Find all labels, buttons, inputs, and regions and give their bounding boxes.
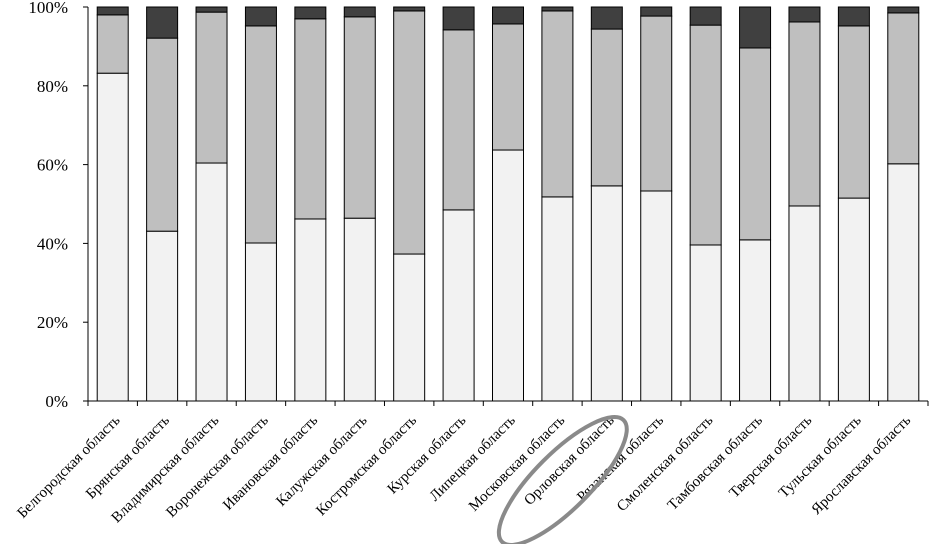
- y-axis: 0% 20% 40% 60% 80% 100%: [28, 0, 89, 411]
- bar-segment-series-1: [96, 72, 129, 402]
- bar-segment-series-1: [689, 244, 722, 402]
- bar-segment-series-1: [541, 196, 574, 402]
- bar-segment-series-1: [837, 197, 870, 402]
- x-category-label: Калужская область: [273, 412, 370, 509]
- bar-segment-series-2: [590, 28, 623, 187]
- bar-segment-series-2: [195, 11, 228, 164]
- y-tick-label: 80%: [37, 77, 68, 96]
- bar-segment-series-1: [146, 230, 179, 402]
- bar-segment-series-3: [96, 6, 129, 16]
- x-category-label: Тверская область: [727, 412, 816, 501]
- bar-segment-series-3: [590, 6, 623, 30]
- bar-segment-series-3: [195, 6, 228, 13]
- bar-segment-series-1: [887, 163, 920, 402]
- bar-segment-series-3: [492, 6, 524, 25]
- bar-segment-series-3: [146, 6, 179, 39]
- x-category-label: Смоленская область: [614, 412, 717, 515]
- bar-segment-series-3: [837, 6, 870, 27]
- bar-segment-series-1: [294, 218, 327, 402]
- y-tick-label: 100%: [28, 0, 68, 17]
- bar-segment-series-2: [146, 37, 179, 232]
- bar-segment-series-3: [739, 6, 772, 49]
- bar-segment-series-2: [541, 10, 574, 198]
- x-category-label: Брянская область: [83, 412, 173, 502]
- bar-segment-series-2: [343, 16, 376, 219]
- bar-segment-series-2: [442, 29, 475, 211]
- bar-segment-series-3: [244, 6, 277, 27]
- bar-segment-series-3: [887, 6, 920, 14]
- bar-segment-series-3: [393, 6, 426, 12]
- bar-segment-series-1: [739, 239, 772, 402]
- bar-segment-series-2: [244, 25, 277, 244]
- bar-segment-series-3: [788, 6, 821, 23]
- bar-segment-series-3: [541, 6, 574, 12]
- bar-segment-series-2: [640, 15, 673, 192]
- bar-segment-series-3: [294, 6, 327, 20]
- bar-segment-series-2: [492, 23, 524, 151]
- bar-segment-series-1: [393, 253, 426, 402]
- bar-segment-series-1: [590, 185, 623, 402]
- highlight-ellipse-shape: [496, 415, 629, 544]
- bar-segment-series-1: [492, 149, 524, 402]
- bar-segment-series-3: [442, 6, 475, 31]
- bar-segment-series-1: [343, 217, 376, 402]
- bar-segment-series-2: [837, 25, 870, 199]
- bar-segment-series-1: [442, 209, 475, 402]
- bars: [96, 6, 920, 402]
- bar-segment-series-2: [689, 24, 722, 246]
- y-tick-label: 0%: [45, 392, 68, 411]
- x-category-label: Тульская область: [776, 412, 865, 501]
- x-category-label: Тамбовская область: [665, 412, 766, 513]
- x-category-label: Московская область: [466, 412, 568, 514]
- x-category-label: Орловская область: [521, 412, 617, 508]
- bar-segment-series-1: [640, 190, 673, 402]
- bar-segment-series-2: [393, 10, 426, 255]
- y-tick-label: 40%: [37, 234, 68, 253]
- bar-segment-series-2: [294, 18, 327, 220]
- bar-segment-series-3: [689, 6, 722, 26]
- bar-segment-series-3: [640, 6, 673, 17]
- y-tick-label: 60%: [37, 156, 68, 175]
- x-category-label: Липецкая область: [427, 412, 519, 504]
- bar-segment-series-2: [788, 21, 821, 207]
- bar-segment-series-2: [739, 47, 772, 241]
- x-category-label: Ивановская область: [220, 412, 321, 513]
- bar-segment-series-1: [788, 205, 821, 402]
- bar-segment-series-3: [343, 6, 376, 18]
- bar-segment-series-1: [244, 242, 277, 402]
- bar-segment-series-2: [887, 12, 920, 165]
- y-tick-label: 20%: [37, 313, 68, 332]
- x-category-label: Ярославская область: [809, 412, 915, 518]
- bar-segment-series-2: [96, 14, 129, 74]
- bar-segment-series-1: [195, 162, 228, 402]
- highlight-ellipse: [496, 415, 629, 544]
